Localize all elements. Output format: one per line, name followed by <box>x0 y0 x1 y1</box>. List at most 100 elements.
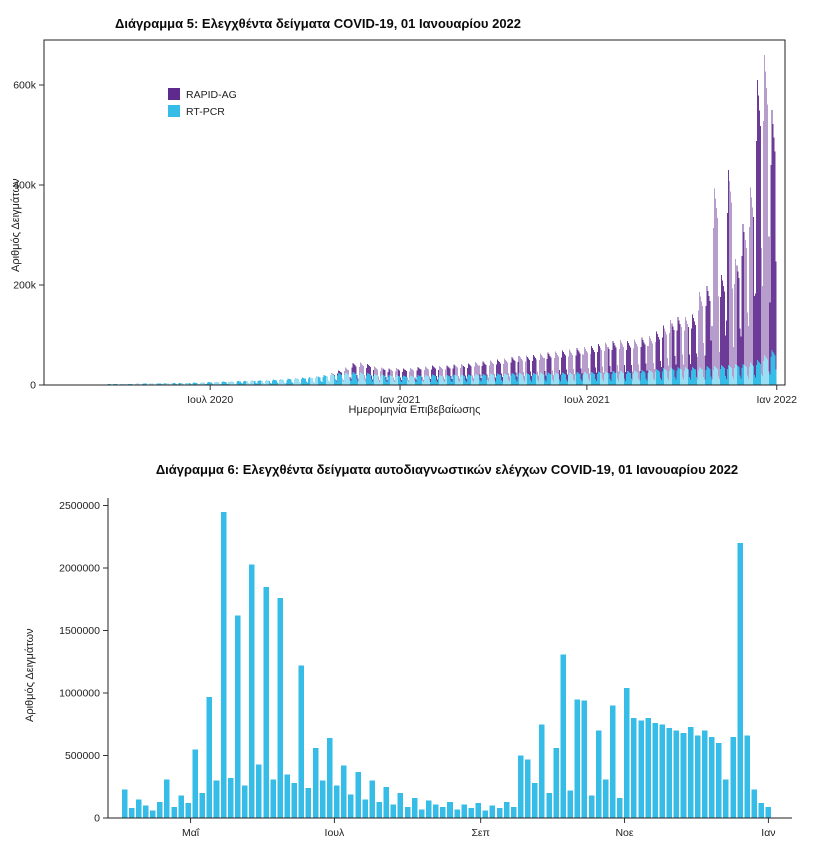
bar-rt-pcr <box>273 379 274 385</box>
bar-rapid-ag <box>561 357 562 375</box>
bar-rapid-ag <box>339 371 340 374</box>
bar-rapid-ag <box>533 355 534 373</box>
bar-rt-pcr <box>742 364 744 385</box>
bar-rt-pcr <box>661 379 662 385</box>
bar-rapid-ag <box>769 302 771 375</box>
bar-rapid-ag <box>343 379 345 382</box>
bar-rt-pcr <box>540 372 542 385</box>
bar-rapid-ag <box>728 170 730 365</box>
plot-border <box>43 39 786 386</box>
bar-rt-pcr <box>666 370 668 385</box>
bar-rt-pcr <box>306 381 307 385</box>
bar-rt-pcr <box>417 375 419 385</box>
bar-rt-pcr <box>553 375 555 385</box>
bar-rapid-ag <box>613 343 615 372</box>
bar-rapid-ag <box>639 370 641 381</box>
bar-rapid-ag <box>583 347 585 372</box>
bar-rt-pcr <box>531 381 532 385</box>
bar-rt-pcr <box>583 372 585 385</box>
bar-rt-pcr <box>517 375 519 385</box>
bar-rapid-ag <box>575 355 577 375</box>
bar-rt-pcr <box>275 380 276 385</box>
legend-swatch <box>168 105 180 117</box>
bar-rt-pcr <box>421 380 423 385</box>
bar-rapid-ag <box>551 370 553 380</box>
bar-rt-pcr <box>216 381 218 385</box>
bar-rt-pcr <box>234 383 236 385</box>
bar-rt-pcr <box>575 374 577 385</box>
bar-selftest <box>404 806 411 818</box>
bar-selftest <box>171 806 177 818</box>
bar-rt-pcr <box>423 377 425 385</box>
bar-selftest <box>142 805 149 818</box>
bar-rt-pcr <box>648 370 650 385</box>
bar-rt-pcr <box>349 379 351 385</box>
bar-selftest <box>617 798 623 818</box>
bar-rapid-ag <box>362 365 364 375</box>
bar-rapid-ag <box>380 371 382 377</box>
bar-rapid-ag <box>702 305 704 370</box>
bar-rapid-ag <box>681 354 683 377</box>
bar-rapid-ag <box>670 320 672 368</box>
bar-rt-pcr <box>232 381 234 385</box>
bar-rt-pcr <box>614 372 616 385</box>
bar-rapid-ag <box>381 367 383 375</box>
bar-rt-pcr <box>771 350 773 385</box>
bar-selftest <box>673 730 680 818</box>
bar-rt-pcr <box>503 375 505 385</box>
bar-rt-pcr <box>592 372 593 385</box>
bar-rapid-ag <box>428 376 430 381</box>
bar-rt-pcr <box>135 383 137 385</box>
bar-rapid-ag <box>597 352 598 375</box>
bar-rapid-ag <box>693 318 694 368</box>
bar-rapid-ag <box>466 378 467 382</box>
bar-rapid-ag <box>668 365 670 380</box>
bar-rt-pcr <box>410 375 412 385</box>
bar-rapid-ag <box>480 377 482 382</box>
bar-rapid-ag <box>518 356 520 373</box>
bar-selftest <box>546 793 552 818</box>
bar-rapid-ag <box>666 334 668 371</box>
bar-rapid-ag <box>410 368 412 376</box>
bar-rt-pcr <box>561 375 562 385</box>
x-tick-label: Ιαν 2021 <box>380 394 421 406</box>
bar-rt-pcr <box>522 379 524 385</box>
bar-selftest <box>277 598 283 818</box>
bar-rt-pcr <box>405 376 406 385</box>
bar-rt-pcr <box>511 373 513 385</box>
bar-rt-pcr <box>181 383 183 385</box>
bar-rt-pcr <box>598 371 599 385</box>
bar-rapid-ag <box>562 350 563 373</box>
bar-selftest <box>334 785 340 818</box>
bar-rapid-ag <box>418 367 420 376</box>
bar-rapid-ag <box>400 377 401 381</box>
bar-rt-pcr <box>626 373 627 385</box>
bar-rapid-ag <box>736 265 738 366</box>
bar-selftest <box>609 705 616 818</box>
bar-rapid-ag <box>582 354 584 375</box>
bar-rt-pcr <box>208 382 209 385</box>
bar-rapid-ag <box>369 366 370 375</box>
bar-rt-pcr <box>515 379 517 385</box>
bar-rapid-ag <box>624 364 625 379</box>
bar-rt-pcr <box>255 382 257 385</box>
bar-rapid-ag <box>617 371 619 381</box>
bar-rapid-ag <box>455 366 457 376</box>
bar-rapid-ag <box>770 165 772 357</box>
bar-selftest <box>319 780 326 818</box>
bar-rt-pcr <box>362 374 364 385</box>
bar-rapid-ag <box>713 188 715 366</box>
bar-rapid-ag <box>602 366 604 379</box>
bar-rapid-ag <box>714 198 716 367</box>
bar-rt-pcr <box>440 375 442 385</box>
bar-rt-pcr <box>211 382 212 385</box>
bar-rt-pcr <box>512 373 514 385</box>
bar-selftest <box>454 809 460 818</box>
bar-rt-pcr <box>620 371 622 385</box>
bar-rapid-ag <box>492 364 494 376</box>
y-tick-label: 1500000 <box>59 625 100 637</box>
bar-selftest <box>249 564 255 818</box>
bar-rapid-ag <box>491 362 493 375</box>
bar-rapid-ag <box>483 362 485 375</box>
